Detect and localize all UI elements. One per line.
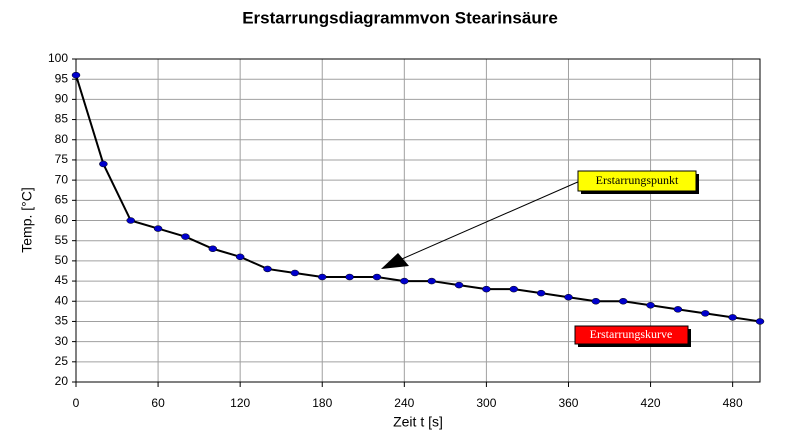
y-tick-label: 25 — [55, 354, 69, 368]
x-tick-label: 0 — [73, 396, 80, 410]
y-tick-label: 80 — [55, 132, 69, 146]
marker — [509, 285, 519, 293]
marker — [126, 217, 135, 224]
annotation-arrowhead — [381, 253, 409, 269]
y-tick-label: 65 — [55, 192, 69, 206]
x-tick-label: 420 — [641, 396, 661, 410]
annotation-arrow — [394, 180, 581, 263]
marker — [454, 281, 464, 289]
y-tick-label: 20 — [55, 374, 69, 388]
marker — [618, 298, 628, 305]
x-tick-label: 60 — [151, 396, 165, 410]
marker — [99, 160, 108, 168]
marker — [153, 225, 163, 232]
marker — [317, 273, 327, 281]
marker — [427, 277, 436, 285]
marker — [701, 310, 710, 317]
y-tick-label: 55 — [55, 233, 69, 247]
marker — [564, 293, 573, 301]
x-tick-label: 300 — [476, 396, 496, 410]
y-tick-label: 30 — [55, 334, 69, 348]
x-tick-label: 480 — [723, 396, 743, 410]
marker — [208, 245, 218, 253]
marker — [345, 273, 354, 281]
line — [75, 74, 761, 323]
marker — [181, 233, 190, 240]
y-tick-label: 45 — [55, 273, 69, 287]
marker — [235, 253, 245, 261]
marker — [646, 302, 655, 309]
marker — [755, 318, 765, 325]
marker — [591, 298, 601, 305]
marker — [536, 289, 546, 297]
y-tick-label: 85 — [55, 112, 69, 126]
x-tick-label: 360 — [558, 396, 578, 410]
plot-border — [75, 58, 761, 383]
y-tick-label: 95 — [55, 71, 69, 85]
chart-title: Erstarrungsdiagrammvon Stearinsäure — [242, 8, 558, 27]
y-tick-label: 50 — [55, 253, 69, 267]
y-tick-label: 70 — [55, 172, 69, 186]
marker — [372, 273, 382, 281]
marker — [290, 269, 300, 277]
y-tick-label: 40 — [55, 293, 69, 307]
legend-label: Erstarrungskurve — [590, 327, 673, 341]
x-tick-label: 120 — [230, 396, 250, 410]
marker — [71, 71, 81, 79]
marker — [673, 306, 683, 313]
marker — [482, 285, 491, 293]
y-tick-label: 35 — [55, 314, 69, 328]
y-axis-label: Temp. [°C] — [19, 187, 35, 253]
marker — [263, 265, 272, 273]
x-axis-label: Zeit t [s] — [393, 414, 443, 430]
annotation-box — [577, 170, 697, 192]
legend-box — [574, 325, 689, 345]
y-tick-label: 90 — [55, 92, 69, 106]
x-tick-label: 180 — [312, 396, 332, 410]
marker — [400, 277, 409, 285]
annotation-text: Erstarrungspunkt — [596, 173, 679, 187]
y-tick-label: 75 — [55, 152, 69, 166]
x-tick-label: 240 — [394, 396, 414, 410]
marker — [728, 314, 737, 321]
y-tick-label: 100 — [48, 51, 68, 65]
y-tick-label: 60 — [55, 213, 69, 227]
